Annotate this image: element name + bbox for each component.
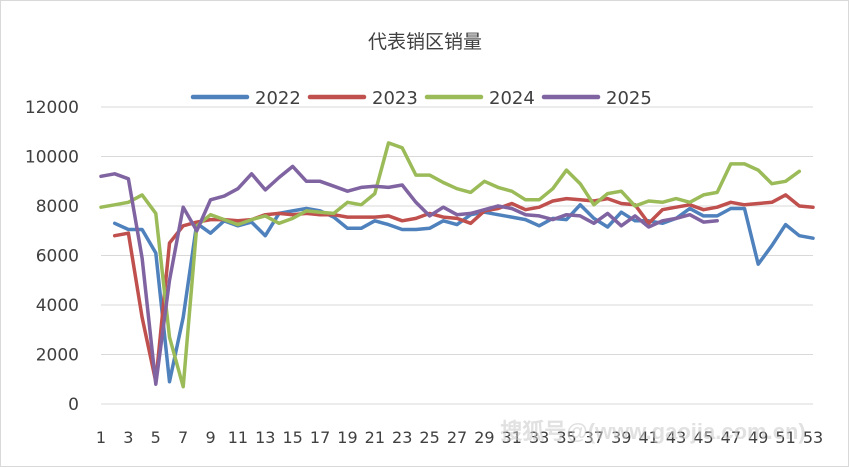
- x-axis: 1 3 5 7 9 11 13 15 17 19 21 23 25 27 29 31 33 35 37 39 41 43 4…: [96, 428, 823, 447]
- x-tick-label: 5: [151, 428, 161, 447]
- x-tick-label: 53: [803, 428, 823, 447]
- legend-label-2025: 2025: [606, 88, 652, 109]
- x-tick-label: 29: [474, 428, 494, 447]
- x-tick-label: 27: [447, 428, 467, 447]
- series-line-2023: [112, 193, 815, 384]
- y-axis: 0 2000 4000 6000 8000 10000 12000: [25, 98, 79, 415]
- x-tick-label: 51: [775, 428, 795, 447]
- x-tick-label: 3: [123, 428, 133, 447]
- x-tick-label: 7: [178, 428, 188, 447]
- x-tick-label: 13: [255, 428, 275, 447]
- legend-label-2023: 2023: [372, 88, 418, 109]
- x-tick-label: 15: [283, 428, 303, 447]
- y-tick-label: 0: [68, 395, 79, 415]
- x-tick-label: 37: [584, 428, 604, 447]
- x-tick-label: 11: [228, 428, 248, 447]
- x-tick-label: 45: [693, 428, 713, 447]
- series-line-2024: [99, 141, 802, 389]
- y-tick-label: 2000: [36, 346, 79, 366]
- gridlines: [101, 106, 813, 405]
- x-tick-label: 9: [205, 428, 215, 447]
- x-tick-label: 47: [721, 428, 741, 447]
- legend-label-2024: 2024: [489, 88, 535, 109]
- y-tick-label: 10000: [25, 148, 79, 168]
- x-tick-label: 19: [337, 428, 357, 447]
- x-tick-label: 17: [310, 428, 330, 447]
- x-tick-label: 33: [529, 428, 549, 447]
- x-tick-label: 23: [392, 428, 412, 447]
- y-tick-label: 4000: [36, 296, 79, 316]
- series-line-2025: [99, 164, 719, 386]
- y-tick-label: 12000: [25, 98, 79, 118]
- x-tick-label: 21: [365, 428, 385, 447]
- x-tick-label: 35: [556, 428, 576, 447]
- series-line-2022: [112, 203, 815, 384]
- x-tick-label: 25: [419, 428, 439, 447]
- legend: 2022 2023 2024 2025: [190, 88, 652, 109]
- legend-label-2022: 2022: [255, 88, 301, 109]
- x-tick-label: 31: [502, 428, 522, 447]
- x-tick-label: 1: [96, 428, 106, 447]
- y-tick-label: 6000: [36, 247, 79, 267]
- watermark: 搜狐号@(www.gaojia.com.cn): [500, 419, 805, 444]
- y-tick-label: 8000: [36, 197, 79, 217]
- chart-title: 代表销区销量: [368, 31, 482, 53]
- x-tick-label: 41: [639, 428, 659, 447]
- x-tick-label: 39: [611, 428, 631, 447]
- series-lines: [99, 141, 815, 389]
- x-tick-label: 43: [666, 428, 686, 447]
- x-tick-label: 49: [748, 428, 768, 447]
